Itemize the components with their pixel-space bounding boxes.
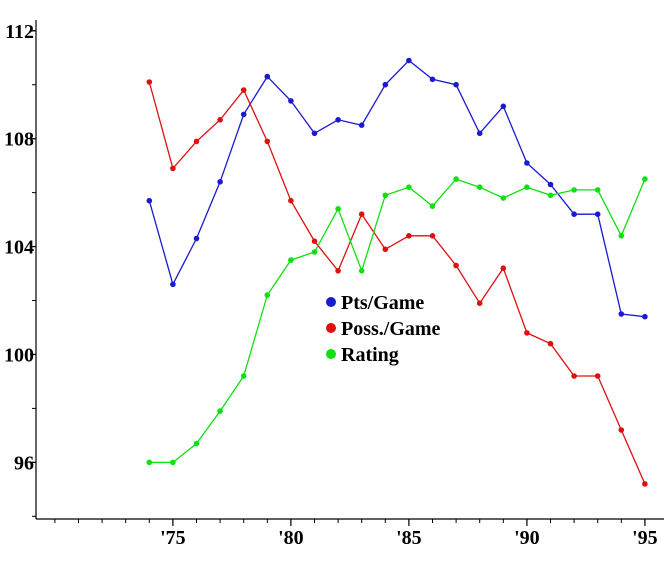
data-point-rating — [288, 257, 294, 263]
series-poss-game — [146, 79, 648, 487]
data-point-pts-game — [594, 211, 601, 217]
data-point-rating — [524, 184, 530, 190]
series-line-poss-game — [148, 81, 646, 485]
legend: Pts/Game Poss./Game Rating — [326, 292, 441, 366]
series-layer — [146, 57, 648, 487]
data-point-rating — [358, 268, 365, 274]
data-point-rating — [240, 373, 247, 379]
data-point-rating — [642, 176, 648, 182]
legend-label: Rating — [341, 344, 399, 366]
chart-axes: 96 100 104 108 112 '75 '80 '85 '90 '95 — [4, 20, 664, 549]
x-tick-label: '80 — [278, 527, 304, 549]
x-tick-label: '95 — [632, 527, 658, 549]
data-point-rating — [406, 184, 412, 190]
legend-label: Pts/Game — [341, 292, 424, 314]
data-point-pts-game — [170, 281, 176, 288]
data-point-rating — [264, 292, 271, 298]
data-point-pts-game — [571, 211, 577, 217]
data-point-poss-game — [476, 300, 483, 307]
legend-marker — [326, 323, 336, 333]
data-point-rating — [571, 187, 577, 193]
data-point-pts-game — [335, 117, 341, 123]
legend-marker — [326, 297, 336, 307]
data-point-pts-game — [240, 111, 247, 118]
data-point-rating — [476, 184, 483, 190]
data-point-poss-game — [288, 197, 294, 204]
data-point-poss-game — [524, 330, 530, 336]
data-point-poss-game — [311, 238, 318, 244]
data-point-poss-game — [618, 427, 625, 433]
data-point-rating — [217, 408, 223, 414]
legend-marker — [326, 349, 336, 359]
data-point-poss-game — [429, 233, 436, 239]
data-point-poss-game — [358, 211, 365, 217]
series-rating — [146, 176, 648, 466]
data-point-pts-game — [453, 81, 459, 88]
x-tick-label: '75 — [160, 527, 186, 549]
data-point-poss-game — [571, 373, 577, 379]
data-point-pts-game — [524, 160, 530, 166]
series-line-pts-game — [148, 59, 645, 318]
data-point-pts-game — [406, 57, 412, 64]
data-point-pts-game — [217, 179, 223, 185]
data-point-rating — [335, 206, 341, 212]
data-point-pts-game — [311, 130, 318, 137]
data-point-poss-game — [453, 262, 459, 269]
data-point-rating — [500, 195, 507, 201]
y-tick-label: 104 — [4, 237, 34, 259]
series-line-rating — [149, 178, 646, 464]
data-point-pts-game — [642, 313, 648, 320]
x-tick-label: '85 — [396, 527, 422, 549]
data-point-poss-game — [146, 79, 153, 85]
data-point-rating — [594, 187, 601, 193]
data-point-poss-game — [547, 340, 554, 347]
data-point-rating — [429, 203, 436, 209]
data-point-rating — [547, 192, 554, 199]
data-point-rating — [311, 249, 318, 255]
data-point-poss-game — [217, 117, 223, 123]
data-point-pts-game — [429, 76, 436, 83]
x-tick-label: '90 — [514, 527, 540, 549]
data-point-pts-game — [618, 311, 625, 317]
data-point-rating — [146, 459, 153, 466]
data-point-rating — [193, 440, 200, 447]
data-point-poss-game — [406, 233, 412, 239]
data-point-rating — [382, 192, 389, 199]
data-point-pts-game — [358, 122, 365, 128]
legend-label: Poss./Game — [341, 318, 441, 340]
data-point-poss-game — [382, 246, 389, 253]
data-point-pts-game — [264, 73, 271, 80]
y-tick-label: 112 — [5, 21, 34, 43]
data-point-poss-game — [594, 373, 601, 379]
y-tick-label: 96 — [14, 452, 34, 474]
y-tick-label: 100 — [4, 344, 34, 366]
series-pts-game — [146, 57, 648, 320]
data-point-pts-game — [193, 235, 200, 242]
data-point-pts-game — [288, 98, 294, 104]
data-point-poss-game — [642, 481, 648, 487]
data-point-rating — [453, 176, 459, 182]
data-point-pts-game — [146, 197, 153, 204]
data-point-rating — [170, 459, 176, 466]
y-tick-label: 108 — [4, 129, 34, 151]
data-point-poss-game — [170, 165, 176, 172]
data-point-poss-game — [500, 265, 507, 272]
data-point-pts-game — [547, 181, 554, 188]
data-point-poss-game — [193, 138, 200, 145]
data-point-poss-game — [264, 138, 271, 145]
data-point-pts-game — [500, 103, 507, 110]
data-point-pts-game — [382, 81, 389, 88]
data-point-rating — [618, 233, 625, 239]
data-point-poss-game — [335, 268, 341, 274]
data-point-poss-game — [240, 87, 247, 93]
data-point-pts-game — [476, 130, 483, 137]
